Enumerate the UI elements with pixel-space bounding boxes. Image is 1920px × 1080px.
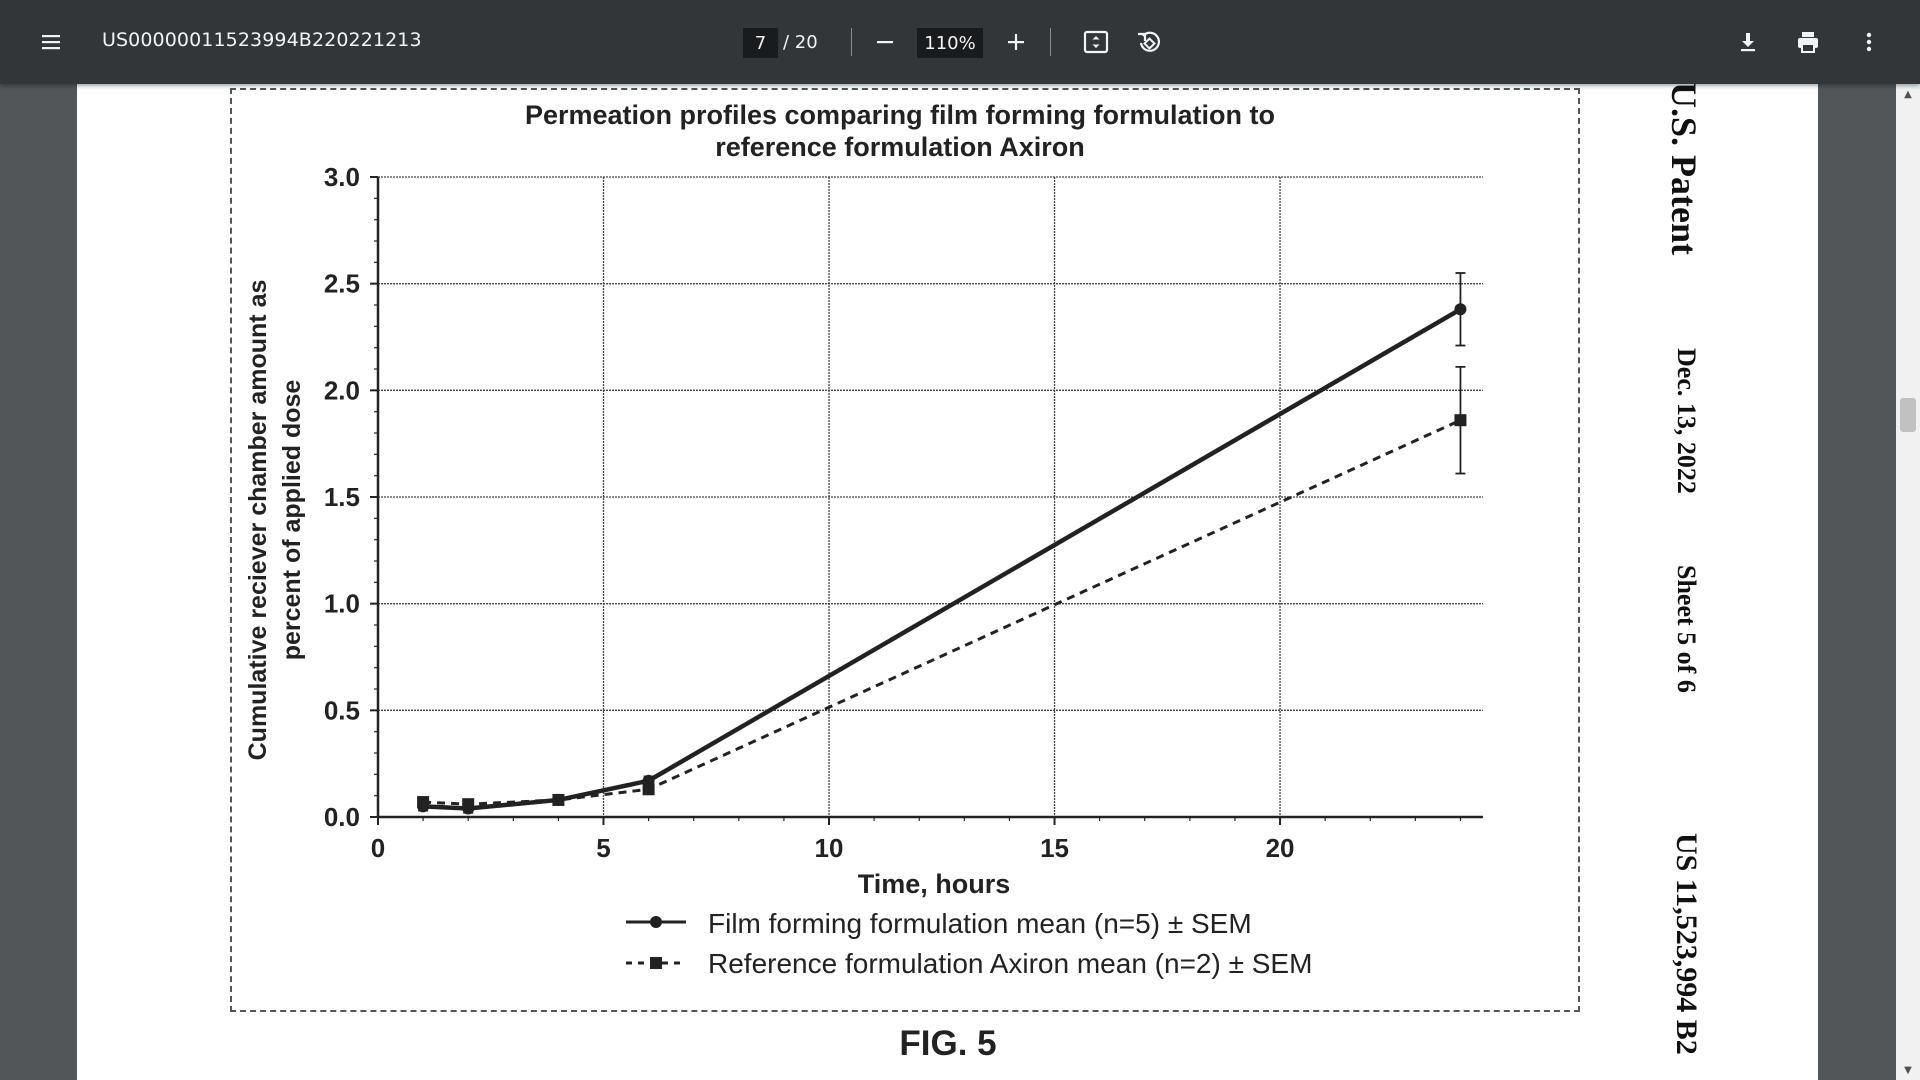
data-point-square — [552, 793, 565, 806]
rotate-icon — [1138, 31, 1161, 52]
scrollbar-thumb[interactable] — [1900, 398, 1916, 432]
zoom-input[interactable] — [917, 28, 983, 58]
rotate-button[interactable] — [1125, 18, 1173, 66]
print-button[interactable] — [1784, 18, 1832, 66]
document-title: US00000011523994B220221213 — [102, 29, 422, 51]
legend-label-film-forming: Film forming formulation mean (n=5) ± SE… — [708, 908, 1252, 939]
x-tick-label: 20 — [1266, 833, 1295, 863]
pdf-page — [77, 84, 1818, 1080]
y-tick-label: 2.5 — [324, 269, 360, 299]
more-vert-icon — [1866, 32, 1872, 52]
x-tick-label: 10 — [815, 833, 844, 863]
fit-page-icon — [1083, 30, 1109, 54]
zoom-out-button[interactable] — [861, 18, 909, 66]
data-point-circle — [1454, 303, 1467, 316]
legend-item-reference: Reference formulation Axiron mean (n=2) … — [626, 948, 1312, 979]
legend-label-reference: Reference formulation Axiron mean (n=2) … — [708, 948, 1312, 979]
chart-title-line-2: reference formulation Axiron — [715, 132, 1085, 162]
chart-title-line-1: Permeation profiles comparing film formi… — [525, 100, 1275, 130]
data-point-square — [462, 798, 475, 811]
zoom-in-button[interactable] — [992, 18, 1040, 66]
data-point-square — [417, 796, 430, 809]
y-tick-label: 0.5 — [324, 695, 360, 725]
download-button[interactable] — [1724, 18, 1772, 66]
more-options-button[interactable] — [1845, 18, 1893, 66]
y-tick-label: 1.5 — [324, 482, 360, 512]
patent-sheet: Sheet 5 of 6 — [1672, 565, 1701, 693]
data-point-square — [642, 783, 655, 796]
figure-caption: FIG. 5 — [899, 1024, 996, 1063]
y-axis-label-line-2: percent of applied dose — [278, 380, 306, 661]
y-tick-label: 0.0 — [324, 802, 360, 832]
series-line-1 — [422, 307, 1462, 811]
patent-number: US 11,523,994 B2 — [1670, 833, 1703, 1055]
toolbar-divider — [851, 28, 852, 56]
data-point-square — [1454, 414, 1467, 427]
legend-marker-square — [650, 957, 662, 969]
toolbar-divider — [1050, 28, 1051, 56]
print-icon — [1798, 32, 1818, 53]
patent-date: Dec. 13, 2022 — [1672, 348, 1701, 494]
y-tick-label: 1.0 — [324, 589, 360, 619]
y-tick-label: 2.0 — [324, 375, 360, 405]
x-tick-label: 5 — [596, 833, 610, 863]
patent-label: U.S. Patent — [1664, 82, 1704, 255]
series-line-2 — [423, 418, 1462, 806]
x-tick-label: 0 — [371, 833, 385, 863]
page-total: / 20 — [783, 32, 818, 53]
scroll-down-arrow-icon[interactable]: ▼ — [1904, 1064, 1912, 1076]
vertical-scrollbar[interactable]: ▲ ▼ — [1896, 84, 1920, 1080]
legend-item-film-forming: Film forming formulation mean (n=5) ± SE… — [626, 908, 1252, 939]
fit-to-page-button[interactable] — [1072, 18, 1120, 66]
download-icon — [1741, 33, 1755, 52]
pdf-toolbar: US00000011523994B220221213 / 20 — [0, 0, 1920, 84]
scroll-up-arrow-icon[interactable]: ▲ — [1904, 88, 1912, 100]
minus-icon — [877, 41, 893, 44]
x-tick-label: 15 — [1040, 833, 1069, 863]
figure-border — [230, 88, 1580, 1012]
y-axis-label-line-1: Cumulative reciever chamber amount as — [244, 280, 272, 761]
legend-marker-circle — [650, 916, 662, 928]
page-number-input[interactable] — [743, 28, 778, 58]
menu-icon[interactable] — [27, 18, 75, 66]
chart-legend: Film forming formulation mean (n=5) ± SE… — [626, 908, 1312, 979]
plus-icon — [1008, 34, 1024, 50]
x-axis-label: Time, hours — [858, 869, 1011, 899]
y-tick-label: 3.0 — [324, 162, 360, 192]
